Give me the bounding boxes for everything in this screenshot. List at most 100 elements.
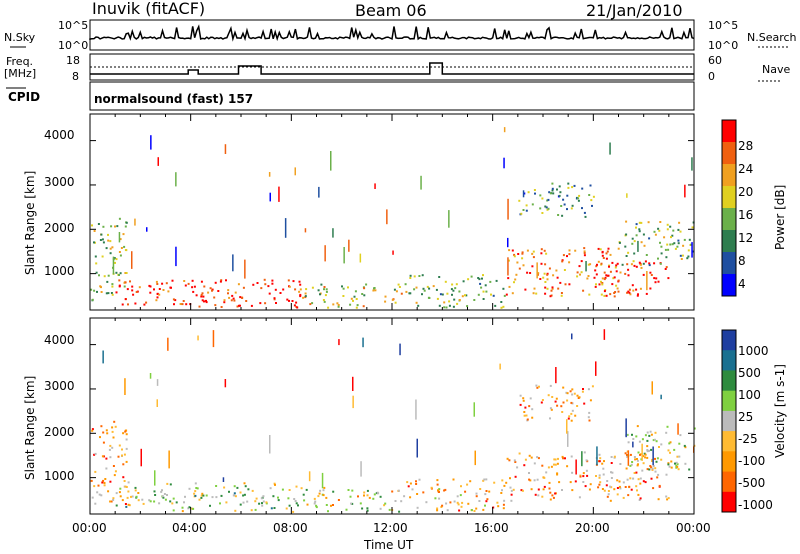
velocity-cell: [552, 496, 555, 499]
power-cell: [526, 271, 529, 274]
velocity-cell: [540, 401, 543, 404]
velocity-cell: [625, 467, 628, 470]
velocity-cell: [541, 464, 544, 467]
power-cell: [200, 293, 203, 296]
velocity-cell: [325, 504, 328, 506]
power-cell: [174, 299, 177, 302]
power-cell: [428, 287, 431, 290]
power-cell: [444, 280, 447, 283]
velocity-cell: [102, 441, 105, 444]
vel-cbar-tick-25: 25: [738, 410, 754, 424]
power-cell: [577, 199, 580, 202]
velocity-cell: [524, 458, 527, 461]
velocity-cell: [482, 508, 485, 511]
power-cell: [415, 286, 418, 289]
velocity-cell: [675, 461, 678, 464]
power-cell: [594, 269, 597, 272]
power-cell: [179, 303, 182, 305]
power-streak: [503, 127, 506, 133]
power-cell: [426, 285, 429, 288]
power-cell: [556, 188, 558, 191]
velocity-cell: [554, 492, 557, 495]
power-cell: [583, 247, 586, 250]
velocity-cell: [561, 489, 563, 491]
velocity-cell: [583, 451, 586, 454]
velocity-cell: [250, 509, 253, 512]
velocity-cell: [163, 493, 166, 495]
power-cell: [495, 279, 498, 282]
power-cell: [648, 237, 651, 240]
velocity-cell: [610, 456, 613, 458]
velocity-cell: [484, 504, 486, 507]
velocity-cell: [461, 501, 464, 504]
velocity-cell: [486, 498, 489, 501]
velocity-cell: [530, 456, 533, 459]
power-cell: [213, 296, 216, 299]
velocity-streak: [603, 329, 606, 340]
power-streak: [330, 151, 332, 171]
velocity-cell: [436, 479, 439, 482]
velocity-cell: [460, 485, 462, 488]
velocity-cell: [654, 467, 657, 470]
power-cell: [413, 275, 416, 278]
velocity-cell: [118, 491, 121, 494]
power-cell: [438, 276, 441, 278]
freq-label-2: [MHz]: [4, 67, 37, 80]
velocity-streak: [154, 470, 156, 486]
power-cell: [365, 283, 368, 286]
power-cell: [421, 274, 424, 277]
velocity-cell: [582, 472, 585, 475]
power-cell: [361, 293, 364, 295]
power-cell: [477, 277, 480, 279]
power-cell: [211, 289, 213, 292]
power-cell: [439, 293, 442, 296]
power-cell: [607, 274, 610, 277]
velocity-cell: [430, 486, 433, 489]
velocity-colorbar-segment: [722, 390, 736, 412]
velocity-cell: [649, 465, 652, 467]
power-cell: [508, 285, 511, 288]
velocity-cell: [265, 501, 268, 504]
velocity-cell: [684, 446, 687, 449]
power-cell: [409, 277, 412, 279]
power-streak: [536, 262, 538, 279]
velocity-cell: [602, 467, 605, 470]
velocity-cell: [114, 425, 117, 428]
power-cell: [599, 248, 602, 251]
power-cell: [527, 191, 530, 194]
velocity-cell: [233, 492, 236, 495]
power-cell: [657, 257, 659, 260]
velocity-cell: [181, 506, 184, 509]
power-cell: [532, 250, 535, 253]
power-cell: [600, 293, 603, 296]
velocity-cell: [635, 485, 638, 488]
velocity-cell: [449, 501, 452, 504]
velocity-cell: [646, 456, 649, 459]
power-cell: [563, 269, 566, 271]
velocity-cell: [124, 430, 127, 433]
velocity-cell: [582, 475, 585, 478]
power-colorbar-segment: [722, 164, 736, 187]
velocity-cell: [99, 436, 101, 439]
velocity-cell: [560, 405, 563, 408]
velocity-cell: [548, 487, 551, 490]
power-cell: [557, 214, 560, 216]
velocity-cell: [137, 499, 140, 502]
velocity-cell: [112, 499, 115, 501]
velocity-cell: [549, 384, 552, 387]
velocity-cell: [183, 501, 185, 504]
velocity-cell: [247, 488, 250, 491]
power-cell: [580, 260, 583, 263]
power-cell: [630, 263, 633, 266]
velocity-cell: [573, 392, 576, 395]
power-cell: [654, 233, 657, 236]
velocity-cell: [194, 490, 197, 493]
power-streak: [118, 232, 121, 243]
power-streak: [150, 135, 152, 150]
velocity-cell: [677, 468, 680, 471]
power-cell: [384, 300, 387, 303]
power-cell: [219, 280, 222, 283]
power-cell: [574, 249, 577, 252]
power-cell: [273, 298, 276, 301]
velocity-cell: [93, 485, 96, 488]
